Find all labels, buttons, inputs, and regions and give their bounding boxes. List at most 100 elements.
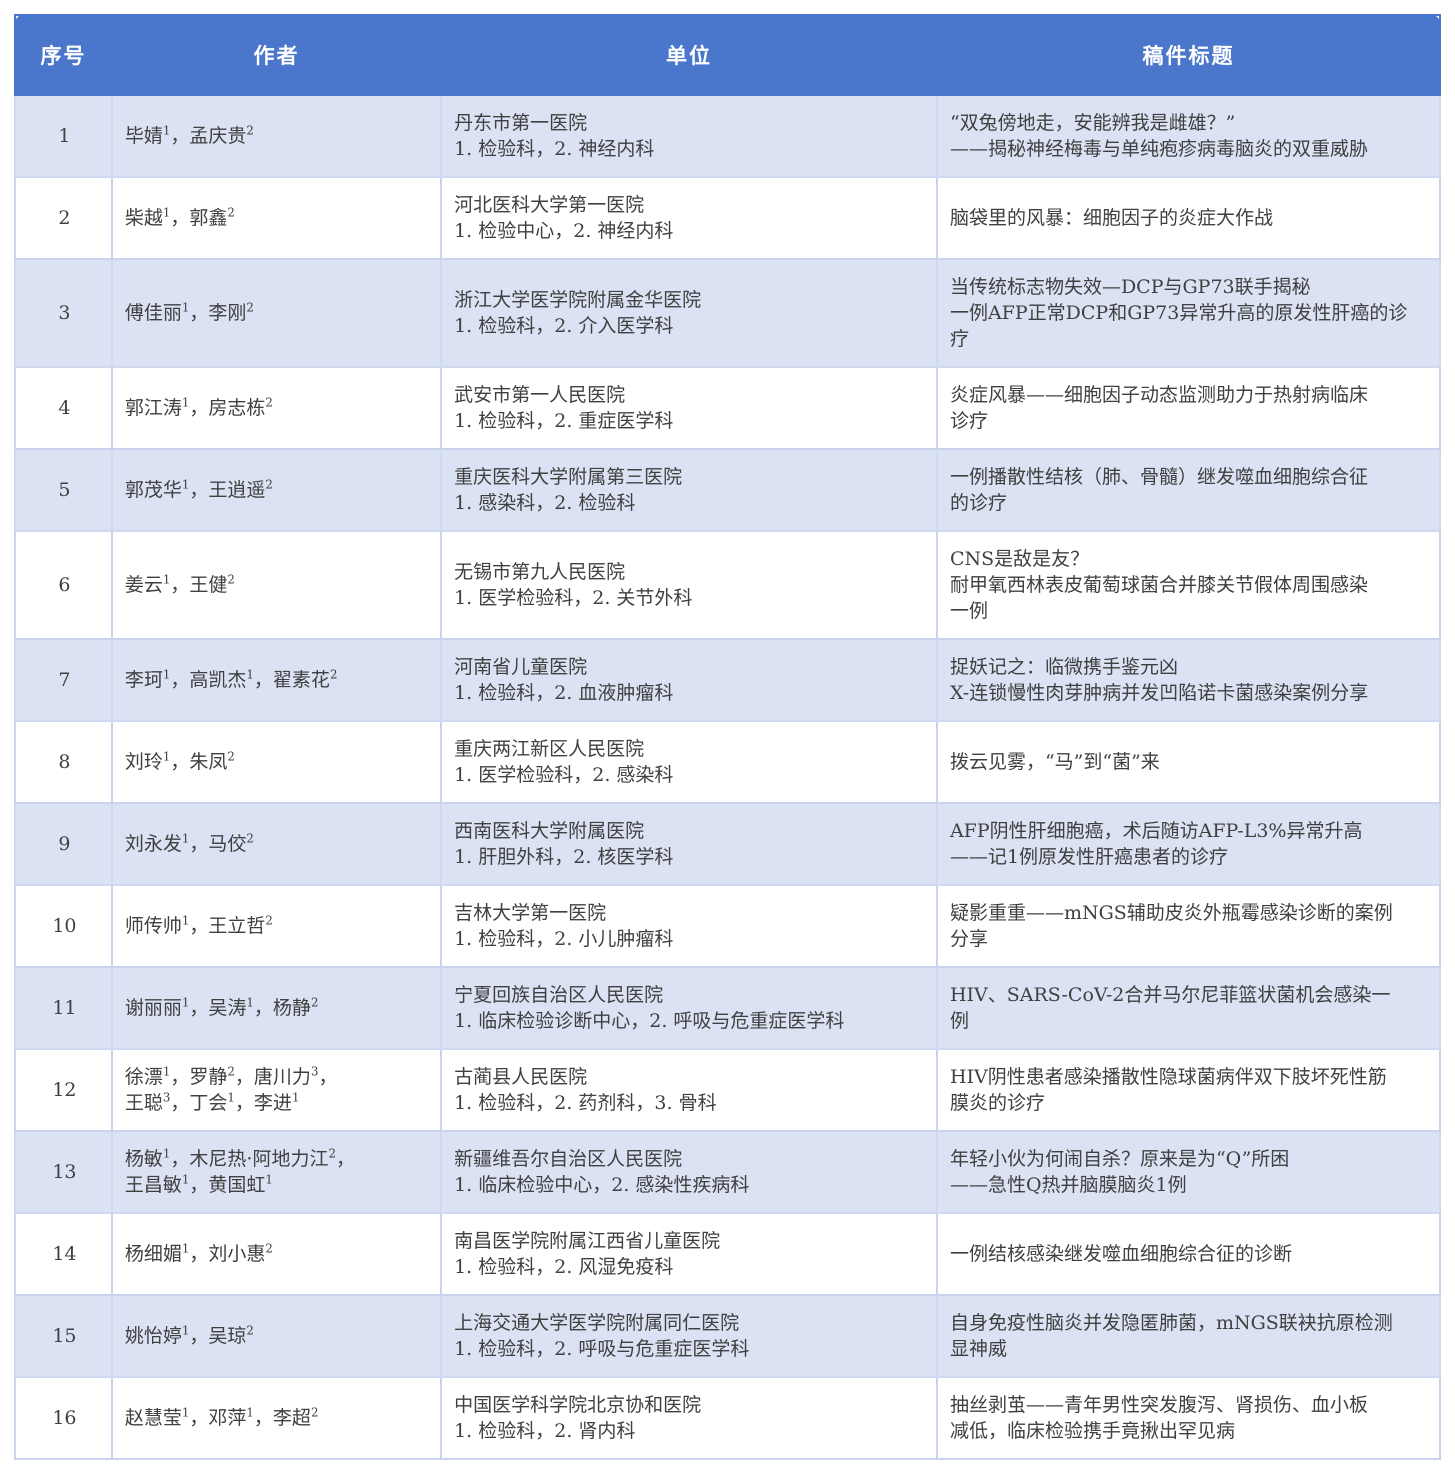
cell-unit: 丹东市第一医院 1. 检验科，2. 神经内科 [440,94,938,178]
header-row: 序号 作者 单位 稿件标题 [14,14,1442,96]
col-header-index: 序号 [14,14,113,96]
cell-index: 4 [14,366,113,450]
cell-index: 3 [14,258,113,368]
cell-index: 1 [14,94,113,178]
cell-unit: 武安市第一人民医院 1. 检验科，2. 重症医学科 [440,366,938,450]
table-row: 13 杨敏1，木尼热·阿地力江2， 王昌敏1，黄国虹1 新疆维吾尔自治区人民医院 1. … [14,1130,1442,1214]
cell-line: 西南医科大学附属医院 [454,820,645,842]
cell-line: 1. 医学检验科，2. 感染科 [454,764,674,786]
cell-unit: 上海交通大学医学院附属同仁医院 1. 检验科，2. 呼吸与危重症医学科 [440,1294,938,1378]
cell-line: HIV、SARS-CoV-2合并马尔尼菲篮状菌机会感染一 [949,984,1391,1006]
cell-line: 重庆医科大学附属第三医院 [454,466,683,488]
cell-unit: 河北医科大学第一医院 1. 检验中心，2. 神经内科 [440,176,938,260]
cell-line: 1. 感染科，2. 检验科 [454,492,636,514]
cell-line: 显神威 [949,1338,1007,1360]
cell-line: 1. 检验科，2. 肾内科 [454,1420,636,1442]
cell-line: ——急性Q热并脑膜脑炎1例 [949,1174,1187,1196]
cell-authors: 李珂1，高凯杰1，翟素花2 [110,638,443,722]
cell-authors: 谢丽丽1，吴涛1，杨静2 [110,966,443,1050]
cell-line: 南昌医学院附属江西省儿童医院 [454,1230,721,1252]
table-row: 1 毕婧1，孟庆贵2 丹东市第一医院 1. 检验科，2. 神经内科 “双兔傍地走，安能辨… [14,94,1442,178]
cell-index: 16 [14,1376,113,1460]
cell-index: 13 [14,1130,113,1214]
table-row: 15 姚怡婷1，吴琼2 上海交通大学医学院附属同仁医院 1. 检验科，2. 呼吸与危重… [14,1294,1442,1378]
cell-line: 1. 临床检验中心，2. 感染性疾病科 [454,1174,750,1196]
cell-line: 毕婧1，孟庆贵2 [124,123,254,147]
cell-line: 膜炎的诊疗 [949,1092,1045,1114]
cell-line: 脑袋里的风暴：细胞因子的炎症大作战 [949,207,1273,229]
cell-line: 分享 [949,928,988,950]
cell-title: 疑影重重——mNGS辅助皮炎外瓶霉感染诊断的案例 分享 [935,884,1442,968]
cell-line: 吉林大学第一医院 [454,902,607,924]
table-row: 9 刘永发1，马佼2 西南医科大学附属医院 1. 肝胆外科，2. 核医学科 AFP阴性肝… [14,802,1442,886]
cell-line: 年轻小伙为何闹自杀？原来是为“Q”所困 [949,1148,1290,1170]
cell-title: 年轻小伙为何闹自杀？原来是为“Q”所困 ——急性Q热并脑膜脑炎1例 [935,1130,1442,1214]
cell-unit: 重庆两江新区人民医院 1. 医学检验科，2. 感染科 [440,720,938,804]
cell-line: 中国医学科学院北京协和医院 [454,1394,702,1416]
table-body: 1 毕婧1，孟庆贵2 丹东市第一医院 1. 检验科，2. 神经内科 “双兔傍地走，安能辨… [14,94,1442,1460]
cell-title: HIV阴性患者感染播散性隐球菌病伴双下肢坏死性筋 膜炎的诊疗 [935,1048,1442,1132]
cell-line: 师传帅1，王立哲2 [124,913,273,937]
cell-authors: 郭江涛1，房志栋2 [110,366,443,450]
cell-line: 减低，临床检验携手竟揪出罕见病 [949,1420,1235,1442]
cell-line: 郭茂华1，王逍遥2 [124,477,273,501]
cell-line: 新疆维吾尔自治区人民医院 [454,1148,683,1170]
cell-authors: 姚怡婷1，吴琼2 [110,1294,443,1378]
cell-unit: 宁夏回族自治区人民医院 1. 临床检验诊断中心，2. 呼吸与危重症医学科 [440,966,938,1050]
cell-title: “双兔傍地走，安能辨我是雌雄？” ——揭秘神经梅毒与单纯疱疹病毒脑炎的双重威胁 [935,94,1442,178]
cell-line: 河北医科大学第一医院 [454,194,645,216]
cell-line: 王昌敏1，黄国虹1 [124,1172,273,1196]
cell-line: X-连锁慢性肉芽肿病并发凹陷诺卡菌感染案例分享 [949,682,1369,704]
cell-line: 一例结核感染继发噬血细胞综合征的诊断 [949,1243,1292,1265]
cell-line: 1. 检验科，2. 神经内科 [454,138,655,160]
cell-title: HIV、SARS-CoV-2合并马尔尼菲篮状菌机会感染一例 [935,966,1442,1050]
cell-authors: 毕婧1，孟庆贵2 [110,94,443,178]
cell-line: 当传统标志物失效—DCP与GP73联手揭秘 [949,276,1311,298]
cell-line: ——记1例原发性肝癌患者的诊疗 [949,846,1229,868]
cell-authors: 柴越1，郭鑫2 [110,176,443,260]
cell-authors: 姜云1，王健2 [110,530,443,640]
cell-line: 疗 [949,328,969,350]
cell-line: 1. 检验科，2. 血液肿瘤科 [454,682,674,704]
cell-unit: 西南医科大学附属医院 1. 肝胆外科，2. 核医学科 [440,802,938,886]
cell-authors: 杨细媚1，刘小惠2 [110,1212,443,1296]
cell-line: 诊疗 [949,410,988,432]
cell-index: 9 [14,802,113,886]
table-row: 11 谢丽丽1，吴涛1，杨静2 宁夏回族自治区人民医院 1. 临床检验诊断中心，2. … [14,966,1442,1050]
cell-line: 杨细媚1，刘小惠2 [124,1241,273,1265]
table-row: 7 李珂1，高凯杰1，翟素花2 河南省儿童医院 1. 检验科，2. 血液肿瘤科 捉妖记之… [14,638,1442,722]
cell-unit: 重庆医科大学附属第三医院 1. 感染科，2. 检验科 [440,448,938,532]
cell-line: 古蔺县人民医院 [454,1066,588,1088]
cell-line: 郭江涛1，房志栋2 [124,395,273,419]
cell-line: 1. 检验科，2. 呼吸与危重症医学科 [454,1338,750,1360]
cell-line: 1. 检验科，2. 介入医学科 [454,315,674,337]
cell-line: 1. 肝胆外科，2. 核医学科 [454,846,674,868]
cell-title: 当传统标志物失效—DCP与GP73联手揭秘一例AFP正常DCP和GP73异常升高… [935,258,1442,368]
cell-line: HIV阴性患者感染播散性隐球菌病伴双下肢坏死性筋 [949,1066,1387,1088]
cell-line: 1. 医学检验科，2. 关节外科 [454,587,693,609]
cell-line: 耐甲氧西林表皮葡萄球菌合并膝关节假体周围感染 [949,574,1368,596]
cell-line: 1. 临床检验诊断中心，2. 呼吸与危重症医学科 [454,1010,845,1032]
cell-line: 丹东市第一医院 [454,112,588,134]
cell-line: 一例AFP正常DCP和GP73异常升高的原发性肝癌的诊 [949,302,1408,324]
cell-index: 7 [14,638,113,722]
cell-line: 谢丽丽1，吴涛1，杨静2 [124,995,319,1019]
cell-unit: 浙江大学医学院附属金华医院 1. 检验科，2. 介入医学科 [440,258,938,368]
cell-line: “双兔傍地走，安能辨我是雌雄？” [949,112,1236,134]
cell-line: 柴越1，郭鑫2 [124,205,235,229]
cell-line: 武安市第一人民医院 [454,384,626,406]
table-row: 10 师传帅1，王立哲2 吉林大学第一医院 1. 检验科，2. 小儿肿瘤科 疑影重重——… [14,884,1442,968]
cell-line: 的诊疗 [949,492,1007,514]
cell-line: 王聪3，丁会1，李进1 [124,1090,300,1114]
cell-line: 1. 检验科，2. 小儿肿瘤科 [454,928,674,950]
cell-line: 赵慧莹1，邓萍1，李超2 [124,1405,319,1429]
cell-unit: 吉林大学第一医院 1. 检验科，2. 小儿肿瘤科 [440,884,938,968]
cell-line: 1. 检验科，2. 药剂科，3. 骨科 [454,1092,717,1114]
cell-unit: 无锡市第九人民医院 1. 医学检验科，2. 关节外科 [440,530,938,640]
cell-index: 10 [14,884,113,968]
cell-line: 刘玲1，朱凤2 [124,749,235,773]
table-row: 5 郭茂华1，王逍遥2 重庆医科大学附属第三医院 1. 感染科，2. 检验科 一例播散性… [14,448,1442,532]
cell-line: 重庆两江新区人民医院 [454,738,645,760]
cell-unit: 古蔺县人民医院 1. 检验科，2. 药剂科，3. 骨科 [440,1048,938,1132]
